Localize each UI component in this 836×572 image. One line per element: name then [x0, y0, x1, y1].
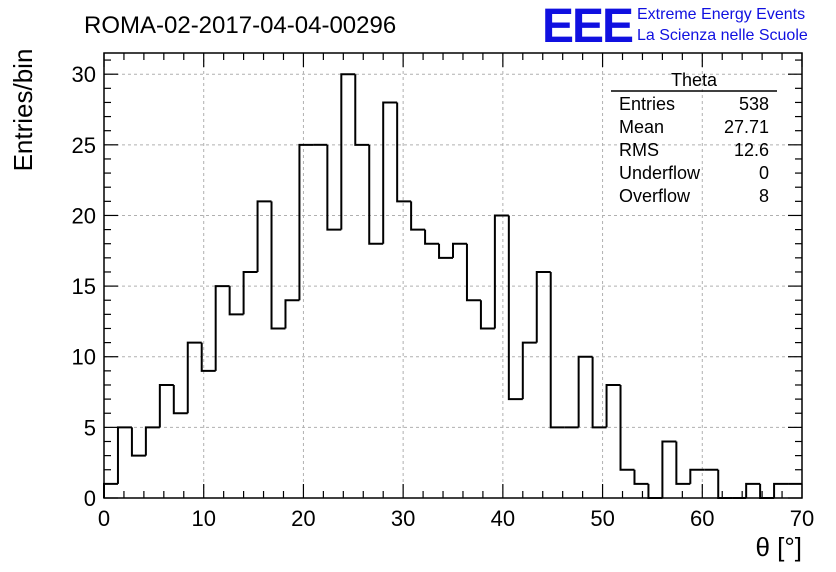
- y-tick-label: 5: [84, 415, 96, 440]
- histogram-bin: [633, 469, 649, 485]
- y-tick-label: 20: [72, 203, 96, 228]
- histogram-bin: [200, 342, 216, 372]
- histogram-bin: [396, 102, 412, 203]
- stats-label-rms: RMS: [619, 140, 659, 160]
- histogram-bin: [270, 201, 286, 330]
- y-tick-label: 0: [84, 486, 96, 511]
- plot-frame: [103, 52, 803, 499]
- histogram-bin: [452, 242, 467, 258]
- y-tick-label: 30: [72, 62, 96, 87]
- eee-logo: EEE Extreme Energy Events La Scienza nel…: [542, 0, 808, 53]
- grid: [104, 53, 802, 498]
- x-tick-label: 20: [291, 506, 315, 531]
- histogram-bin: [591, 356, 607, 429]
- histogram-bin: [284, 299, 300, 329]
- histogram-bin: [717, 469, 733, 499]
- x-tick-label: 50: [590, 506, 614, 531]
- stats-value-entries: 538: [739, 94, 769, 114]
- logo-line-1: Extreme Energy Events: [637, 6, 805, 23]
- y-tick-label: 25: [72, 133, 96, 158]
- stats-label-entries: Entries: [619, 94, 675, 114]
- histogram-bin: [158, 383, 174, 428]
- chart-title: ROMA-02-2017-04-04-00296: [84, 12, 396, 39]
- y-axis-label: Entries/bin: [8, 49, 38, 172]
- histogram-bin: [103, 482, 118, 498]
- stats-label-overflow: Overflow: [619, 186, 691, 206]
- histogram-bin: [535, 270, 551, 343]
- histogram-bin: [382, 101, 398, 244]
- stats-title: Theta: [671, 70, 718, 90]
- y-tick-label: 10: [72, 345, 96, 370]
- x-tick-label: 40: [491, 506, 515, 531]
- histogram-bin: [186, 341, 202, 414]
- histogram-bin: [242, 270, 258, 315]
- histogram-bin: [465, 243, 481, 302]
- stats-box: Theta Entries 538 Mean 27.71 RMS 12.6 Un…: [611, 70, 777, 206]
- histogram-bin: [507, 215, 523, 401]
- x-axis-label: θ [°]: [755, 532, 802, 562]
- histogram-bin: [647, 483, 663, 499]
- histogram-bin: [172, 384, 188, 415]
- histogram-bin: [340, 73, 356, 230]
- histogram-bin: [144, 426, 160, 456]
- histogram-bin: [354, 74, 370, 146]
- histogram-bin: [549, 271, 565, 429]
- stats-value-underflow: 0: [759, 163, 769, 183]
- stats-label-mean: Mean: [619, 117, 664, 137]
- x-tick-label: 30: [391, 506, 415, 531]
- histogram-bin: [479, 300, 495, 330]
- logo-line-2: La Scienza nelle Scuole: [637, 27, 808, 44]
- x-tick-label: 70: [790, 506, 814, 531]
- histogram-bin: [256, 200, 272, 272]
- histogram-bin: [130, 427, 146, 457]
- histogram-bin: [424, 229, 440, 245]
- histogram-bin: [675, 441, 691, 485]
- histogram-bin: [214, 285, 230, 371]
- histogram-bin: [577, 355, 593, 428]
- histogram-series: [103, 73, 802, 499]
- histogram-bin: [521, 341, 537, 400]
- x-tick-label: 10: [191, 506, 215, 531]
- histogram-bin: [438, 243, 453, 259]
- histogram-bin: [605, 383, 621, 428]
- stats-value-overflow: 8: [759, 186, 769, 206]
- histogram-bin: [619, 384, 635, 471]
- histogram-bin: [228, 286, 244, 316]
- axes: 0 10 20 30 40 50 60 70 0 5 10 15 20 25 30: [72, 52, 814, 531]
- histogram-bin: [368, 144, 384, 245]
- stats-value-mean: 27.71: [724, 117, 769, 137]
- stats-label-underflow: Underflow: [619, 163, 701, 183]
- histogram-bin: [773, 482, 789, 498]
- logo-mark: EEE: [542, 0, 633, 53]
- y-tick-label: 15: [72, 274, 96, 299]
- stats-value-rms: 12.6: [734, 140, 769, 160]
- histogram-bin: [298, 143, 314, 301]
- histogram-bin: [689, 468, 705, 484]
- x-tick-label: 0: [98, 506, 110, 531]
- histogram-bin: [116, 426, 132, 484]
- histogram-bin: [410, 201, 426, 231]
- histogram-bin: [745, 482, 761, 498]
- x-tick-label: 60: [690, 506, 714, 531]
- histogram-bin: [326, 144, 342, 231]
- histogram-bin: [493, 214, 509, 329]
- histogram-bin: [661, 440, 677, 498]
